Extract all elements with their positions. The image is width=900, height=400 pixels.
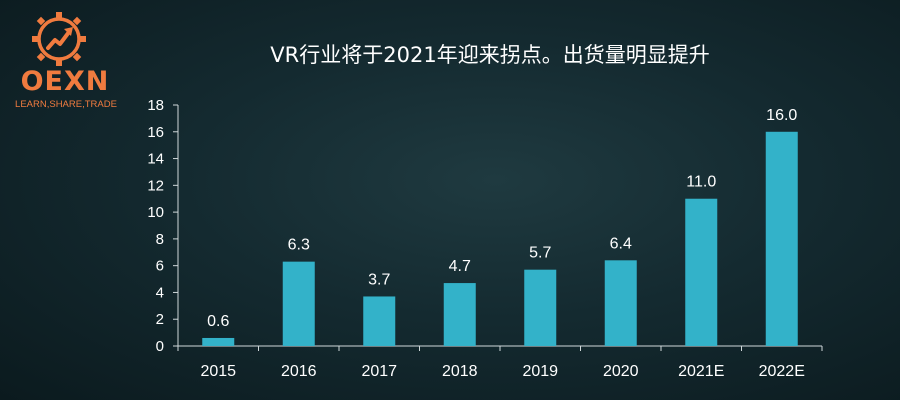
bar-2018 bbox=[443, 283, 476, 346]
bar-2021E bbox=[685, 198, 718, 346]
x-tick-label: 2015 bbox=[200, 363, 236, 380]
bar-2020 bbox=[604, 260, 637, 346]
bar-2019 bbox=[524, 269, 557, 346]
x-tick-label: 2018 bbox=[442, 363, 478, 380]
chart-title: VR行业将于2021年迎来拐点。出货量明显提升 bbox=[270, 43, 710, 67]
brand-logo: OEXN LEARN,SHARE,TRADE bbox=[0, 0, 130, 120]
trend-arrow-gear-icon bbox=[32, 12, 86, 66]
bar-value-label: 6.3 bbox=[288, 237, 310, 254]
bar-value-label: 3.7 bbox=[368, 271, 390, 288]
x-tick-label: 2021E bbox=[678, 363, 724, 380]
bar-value-label: 6.4 bbox=[610, 235, 632, 252]
bar-value-label: 11.0 bbox=[686, 174, 716, 191]
x-tick-label: 2020 bbox=[603, 363, 639, 380]
y-tick-label: 16 bbox=[147, 124, 164, 141]
bar-value-label: 16.0 bbox=[766, 107, 797, 124]
logo-wordmark: OEXN bbox=[20, 66, 110, 97]
bar-2015 bbox=[202, 337, 235, 346]
x-tick-label: 2016 bbox=[281, 363, 317, 380]
y-tick-label: 4 bbox=[156, 284, 164, 301]
bar-2016 bbox=[282, 261, 315, 346]
y-tick-label: 10 bbox=[147, 204, 164, 221]
y-tick-label: 2 bbox=[156, 311, 164, 328]
bar-value-label: 5.7 bbox=[529, 245, 551, 262]
y-tick-label: 0 bbox=[156, 338, 164, 355]
x-tick-label: 2022E bbox=[759, 363, 805, 380]
bar-2022E bbox=[765, 131, 798, 346]
y-tick-label: 12 bbox=[147, 177, 164, 194]
y-tick-label: 18 bbox=[147, 97, 164, 114]
y-tick-label: 6 bbox=[156, 258, 164, 275]
y-tick-label: 8 bbox=[156, 231, 164, 248]
x-tick-label: 2017 bbox=[361, 363, 397, 380]
x-tick-label: 2019 bbox=[522, 363, 558, 380]
y-tick-label: 14 bbox=[147, 151, 164, 168]
bar-value-label: 0.6 bbox=[207, 313, 229, 330]
logo-tagline: LEARN,SHARE,TRADE bbox=[15, 99, 117, 110]
bar-value-label: 4.7 bbox=[449, 258, 471, 275]
bar-2017 bbox=[363, 296, 396, 346]
